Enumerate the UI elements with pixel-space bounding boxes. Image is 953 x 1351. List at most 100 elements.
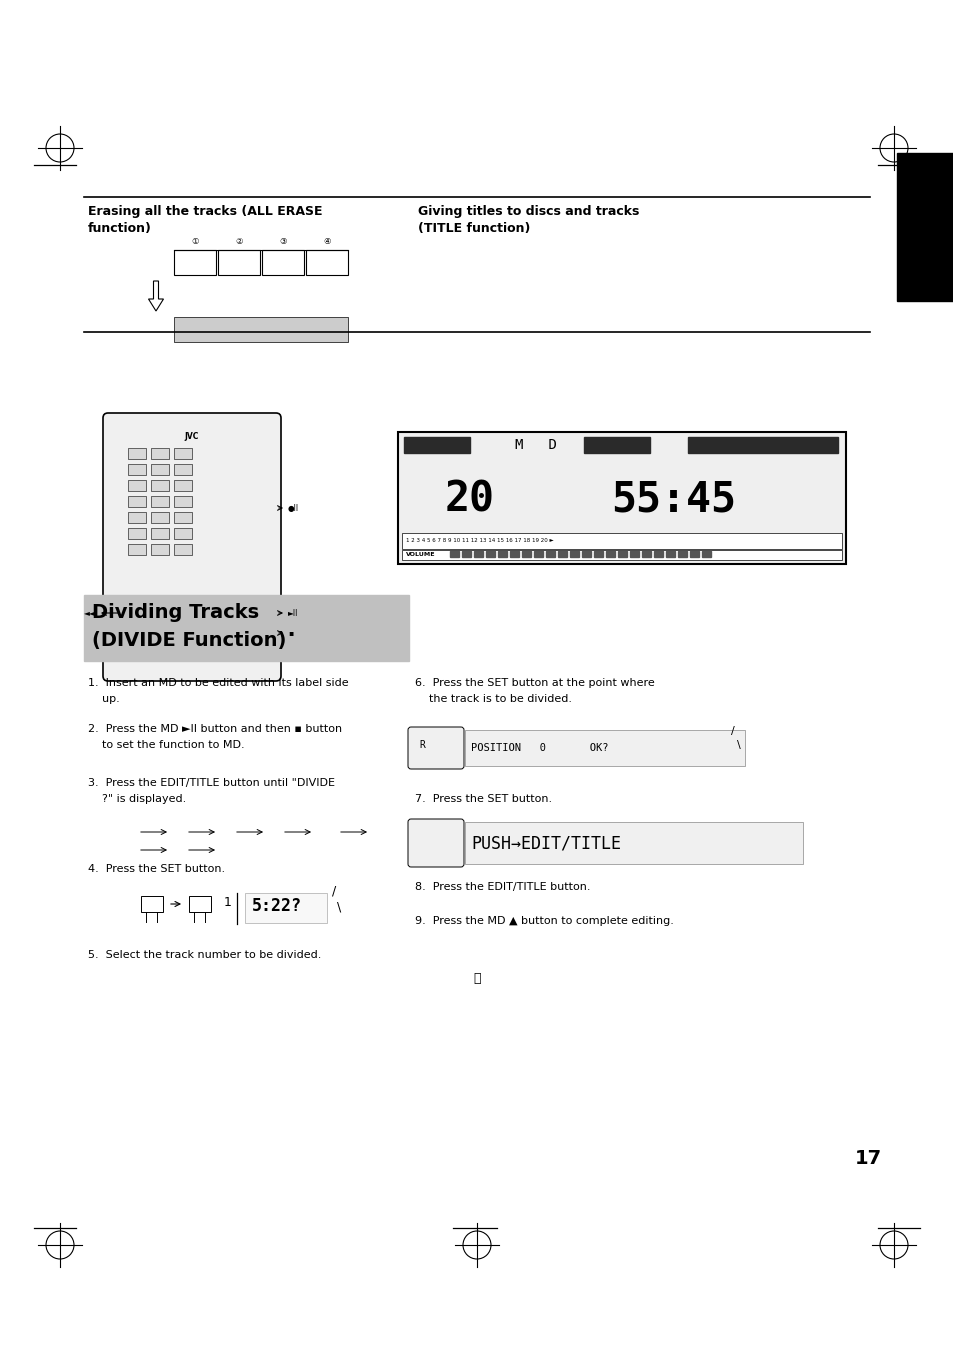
Text: ▪: ▪: [288, 628, 293, 638]
Text: 20: 20: [444, 480, 495, 521]
Text: 6.  Press the SET button at the point where: 6. Press the SET button at the point whe…: [415, 678, 654, 688]
Bar: [128, 463, 146, 476]
Bar: [497, 551, 506, 557]
Bar: [151, 496, 169, 507]
Text: M   D: M D: [515, 438, 557, 453]
Text: Erasing all the tracks (ALL ERASE: Erasing all the tracks (ALL ERASE: [88, 205, 322, 218]
Bar: [173, 449, 192, 459]
Bar: [151, 528, 169, 539]
Bar: [262, 250, 304, 276]
Text: Dividing Tracks: Dividing Tracks: [91, 603, 259, 621]
Text: 55:45: 55:45: [611, 480, 736, 521]
Text: VOLUME: VOLUME: [406, 553, 435, 558]
Bar: [665, 551, 675, 557]
Bar: [84, 594, 409, 661]
Text: 8.  Press the EDIT/TITLE button.: 8. Press the EDIT/TITLE button.: [415, 882, 590, 892]
Bar: [569, 551, 578, 557]
Text: ②: ②: [235, 236, 242, 246]
Bar: [403, 436, 470, 453]
Text: to set the function to MD.: to set the function to MD.: [88, 740, 244, 750]
Bar: [245, 893, 327, 923]
Bar: [173, 496, 192, 507]
Bar: [545, 551, 555, 557]
Bar: [701, 551, 710, 557]
Bar: [558, 551, 566, 557]
Bar: [128, 512, 146, 523]
Bar: [689, 551, 699, 557]
Bar: [641, 551, 650, 557]
Bar: [151, 463, 169, 476]
Bar: [128, 449, 146, 459]
FancyBboxPatch shape: [169, 611, 216, 640]
Bar: [594, 551, 602, 557]
Bar: [128, 528, 146, 539]
Text: 1.  Insert an MD to be edited with its label side: 1. Insert an MD to be edited with its la…: [88, 678, 348, 688]
Text: POSITION   0       OK?: POSITION 0 OK?: [471, 743, 608, 753]
Bar: [173, 480, 192, 490]
Text: (DIVIDE Function): (DIVIDE Function): [91, 631, 286, 650]
Bar: [151, 449, 169, 459]
FancyBboxPatch shape: [119, 611, 167, 640]
Bar: [218, 250, 260, 276]
Bar: [485, 551, 495, 557]
Bar: [510, 551, 518, 557]
Bar: [687, 436, 837, 453]
Bar: [581, 551, 590, 557]
Text: ►II: ►II: [288, 608, 298, 617]
Bar: [173, 512, 192, 523]
Bar: [629, 551, 639, 557]
Text: 1: 1: [224, 896, 232, 908]
Text: 5.  Select the track number to be divided.: 5. Select the track number to be divided…: [88, 950, 321, 961]
Text: ●II: ●II: [288, 504, 299, 512]
FancyBboxPatch shape: [103, 413, 281, 681]
FancyArrow shape: [149, 281, 163, 311]
Bar: [128, 544, 146, 555]
Text: ④: ④: [323, 236, 331, 246]
Bar: [618, 551, 626, 557]
Bar: [583, 436, 649, 453]
Bar: [521, 551, 531, 557]
FancyBboxPatch shape: [219, 611, 267, 640]
Text: up.: up.: [88, 694, 120, 704]
Bar: [461, 551, 471, 557]
Bar: [151, 544, 169, 555]
Bar: [151, 480, 169, 490]
Bar: [654, 551, 662, 557]
Text: function): function): [88, 222, 152, 235]
Text: 17: 17: [854, 1148, 881, 1167]
Text: 9.  Press the MD ▲ button to complete editing.: 9. Press the MD ▲ button to complete edi…: [415, 916, 673, 925]
Bar: [397, 432, 845, 563]
Bar: [173, 544, 192, 555]
Text: ?" is displayed.: ?" is displayed.: [88, 794, 186, 804]
Bar: [141, 896, 163, 912]
Bar: [678, 551, 686, 557]
Text: 5:22?: 5:22?: [252, 897, 302, 915]
Text: ⏻: ⏻: [473, 971, 480, 985]
Bar: [450, 551, 458, 557]
Text: ①: ①: [191, 236, 198, 246]
Bar: [173, 528, 192, 539]
Text: Giving titles to discs and tracks: Giving titles to discs and tracks: [417, 205, 639, 218]
Text: R: R: [418, 740, 424, 750]
Text: 1 2 3 4 5 6 7 8 9 10 11 12 13 14 15 16 17 18 19 20 ►: 1 2 3 4 5 6 7 8 9 10 11 12 13 14 15 16 1…: [406, 539, 553, 543]
Text: /: /: [332, 885, 335, 898]
FancyBboxPatch shape: [408, 819, 463, 867]
Bar: [464, 821, 802, 865]
Text: ③: ③: [279, 236, 287, 246]
Bar: [128, 496, 146, 507]
Text: \: \: [336, 900, 341, 913]
Text: 3.  Press the EDIT/TITLE button until "DIVIDE: 3. Press the EDIT/TITLE button until "DI…: [88, 778, 335, 788]
Bar: [401, 534, 841, 549]
Bar: [474, 551, 482, 557]
Bar: [401, 550, 841, 561]
FancyBboxPatch shape: [408, 727, 463, 769]
Text: (TITLE function): (TITLE function): [417, 222, 530, 235]
Text: ◄◄: ◄◄: [84, 608, 96, 617]
Bar: [605, 551, 615, 557]
Text: 2.  Press the MD ►II button and then ▪ button: 2. Press the MD ►II button and then ▪ bu…: [88, 724, 342, 734]
Text: JVC: JVC: [185, 432, 199, 440]
Bar: [306, 250, 348, 276]
Bar: [128, 480, 146, 490]
Text: 7.  Press the SET button.: 7. Press the SET button.: [415, 794, 552, 804]
Text: PUSH→EDIT/TITLE: PUSH→EDIT/TITLE: [471, 834, 620, 852]
